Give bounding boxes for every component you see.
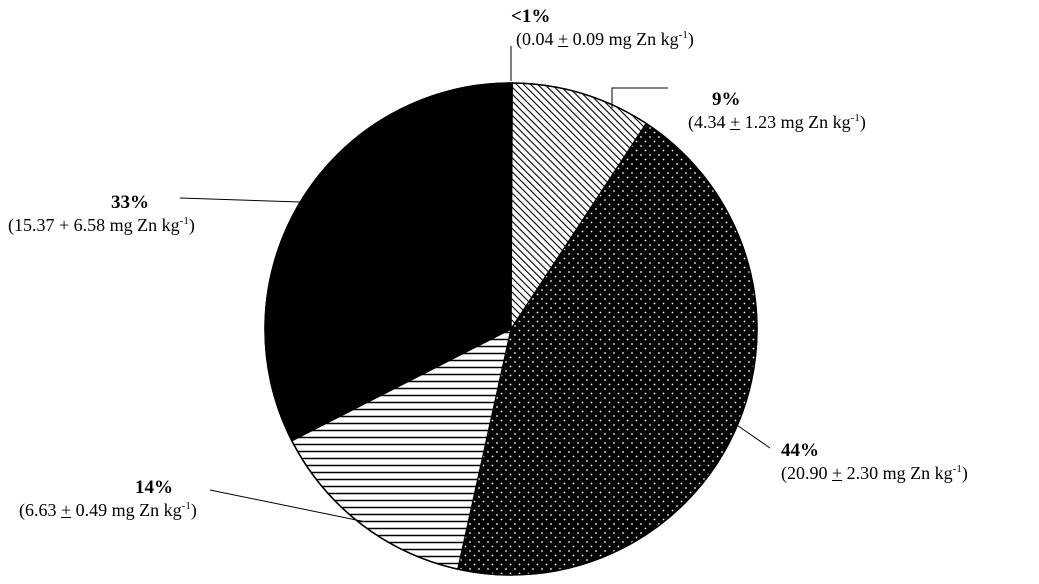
slice-label-s2: 9% (4.34 + 1.23 mg Zn kg-1)	[688, 89, 866, 133]
percent-label: 9%	[712, 89, 741, 110]
slice-label-s5: 33% (15.37 + 6.58 mg Zn kg-1)	[8, 192, 195, 236]
pie-slices	[264, 82, 758, 576]
leader-line-s3	[734, 423, 771, 449]
value-label: (6.63 + 0.49 mg Zn kg-1)	[19, 500, 197, 520]
value-label: (0.04 + 0.09 mg Zn kg-1)	[516, 29, 694, 49]
value-label: (15.37 + 6.58 mg Zn kg-1)	[8, 215, 195, 235]
percent-label: 33%	[111, 192, 149, 213]
pie-outline	[264, 82, 758, 576]
percent-label: 14%	[135, 477, 173, 498]
slice-label-s4: 14% (6.63 + 0.49 mg Zn kg-1)	[19, 477, 197, 521]
percent-label: 44%	[781, 440, 819, 461]
leader-line-s5	[179, 197, 304, 203]
leader-lines	[179, 46, 771, 522]
value-label: (4.34 + 1.23 mg Zn kg-1)	[688, 112, 866, 132]
leader-line-s4	[209, 489, 363, 522]
slice-label-s1: <1% (0.04 + 0.09 mg Zn kg-1)	[511, 6, 694, 50]
percent-label: <1%	[511, 6, 551, 27]
slice-label-s3: 44% (20.90 + 2.30 mg Zn kg-1)	[781, 440, 968, 484]
value-label: (20.90 + 2.30 mg Zn kg-1)	[781, 463, 968, 483]
leader-line-s2	[611, 87, 668, 108]
